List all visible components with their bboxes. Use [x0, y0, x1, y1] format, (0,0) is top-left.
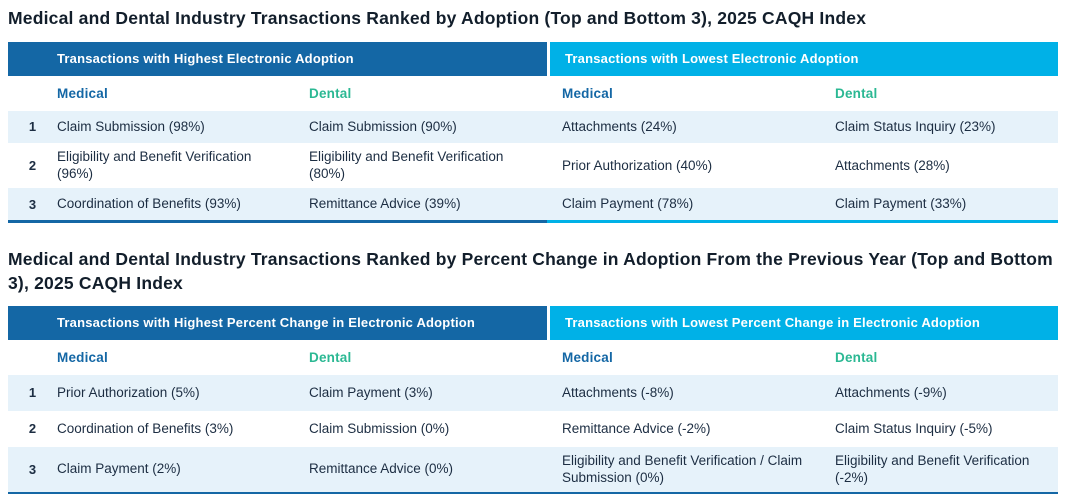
column-header-dental: Dental	[835, 85, 878, 101]
group-header-suffix: Electronic Adoption	[728, 51, 859, 67]
data-cell: Claim Payment (3%)	[309, 384, 433, 400]
table-row: 3 Coordination of Benefits (93%) Remitta…	[8, 188, 1058, 221]
data-cell: Coordination of Benefits (3%)	[57, 420, 234, 436]
data-cell: Prior Authorization (40%)	[562, 157, 713, 173]
group-header-suffix: Electronic Adoption	[223, 51, 354, 67]
table-bottom-border	[8, 492, 1058, 494]
column-header-row: Medical Dental Medical Dental	[8, 339, 1058, 375]
bottom-border-right-segment	[547, 220, 1058, 224]
column-header-medical: Medical	[57, 349, 108, 365]
data-cell: Claim Status Inquiry (23%)	[835, 118, 996, 134]
rank-cell: 1	[28, 384, 37, 400]
group-header-emphasis: Highest	[174, 51, 224, 67]
adoption-table-title: Medical and Dental Industry Transactions…	[8, 8, 867, 28]
group-header-row: Transactions with Highest Electronic Ado…	[8, 41, 1058, 76]
lowest-adoption-group-header: Transactions with Lowest Electronic Adop…	[550, 41, 1058, 76]
rank-cell: 2	[28, 157, 37, 173]
table-bottom-border	[8, 220, 1058, 224]
group-header-row: Transactions with Highest Percent Change…	[8, 305, 1058, 340]
data-cell: Remittance Advice (-2%)	[562, 420, 711, 436]
highest-adoption-group-header: Transactions with Highest Electronic Ado…	[8, 41, 547, 76]
group-header-prefix: Transactions with	[565, 315, 683, 330]
highest-change-group-header: Transactions with Highest Percent Change…	[8, 305, 547, 340]
data-cell: Claim Payment (2%)	[57, 461, 181, 477]
rank-cell: 3	[28, 196, 37, 212]
data-cell: Prior Authorization (5%)	[57, 384, 200, 400]
table-row: 2 Eligibility and Benefit Verification (…	[8, 143, 1058, 189]
table-row: 1 Prior Authorization (5%) Claim Payment…	[8, 374, 1058, 411]
data-cell: Coordination of Benefits (93%)	[57, 196, 241, 212]
data-cell: Eligibility and Benefit Verification (80…	[309, 148, 504, 182]
bottom-border-left-segment	[8, 492, 547, 494]
column-header-medical: Medical	[57, 85, 108, 101]
percent-change-table: Transactions with Highest Percent Change…	[8, 305, 1058, 494]
data-cell: Claim Submission (0%)	[309, 420, 450, 436]
rank-cell: 3	[28, 461, 37, 477]
bottom-border-right-segment	[547, 492, 1058, 494]
data-cell: Remittance Advice (0%)	[309, 461, 454, 477]
data-cell: Attachments (-8%)	[562, 384, 674, 400]
data-cell: Claim Submission (90%)	[309, 118, 457, 134]
column-header-dental: Dental	[309, 349, 352, 365]
adoption-table-section: Medical and Dental Industry Transactions…	[0, 0, 1065, 224]
data-cell: Eligibility and Benefit Verification / C…	[562, 452, 803, 486]
data-cell: Eligibility and Benefit Verification (96…	[57, 148, 252, 182]
data-cell: Claim Payment (33%)	[835, 196, 967, 212]
data-cell: Attachments (-9%)	[835, 384, 947, 400]
data-cell: Remittance Advice (39%)	[309, 196, 461, 212]
rank-cell: 2	[28, 420, 37, 436]
column-header-medical: Medical	[562, 85, 613, 101]
bottom-border-left-segment	[8, 220, 547, 224]
percent-change-table-section: Medical and Dental Industry Transactions…	[0, 223, 1065, 494]
adoption-table: Transactions with Highest Electronic Ado…	[8, 41, 1058, 224]
group-header-suffix: Percent Change in Electronic Adoption	[223, 315, 476, 330]
group-header-suffix: Percent Change in Electronic Adoption	[728, 315, 980, 330]
data-cell: Eligibility and Benefit Verification (-2…	[835, 452, 1030, 486]
column-header-dental: Dental	[835, 349, 878, 365]
column-header-medical: Medical	[562, 349, 613, 365]
column-header-row: Medical Dental Medical Dental	[8, 75, 1058, 111]
percent-change-table-title: Medical and Dental Industry Transactions…	[8, 249, 1053, 293]
data-cell: Claim Submission (98%)	[57, 118, 205, 134]
group-header-emphasis: Highest	[174, 315, 224, 330]
lowest-change-group-header: Transactions with Lowest Percent Change …	[550, 305, 1058, 340]
group-header-emphasis: Lowest	[682, 315, 728, 330]
rank-cell: 1	[28, 119, 37, 135]
group-header-prefix: Transactions with	[565, 51, 683, 67]
column-header-dental: Dental	[309, 85, 352, 101]
table-row: 1 Claim Submission (98%) Claim Submissio…	[8, 110, 1058, 143]
table-row: 2 Coordination of Benefits (3%) Claim Su…	[8, 411, 1058, 447]
data-cell: Claim Status Inquiry (-5%)	[835, 420, 993, 436]
table-row: 3 Claim Payment (2%) Remittance Advice (…	[8, 446, 1058, 493]
data-cell: Claim Payment (78%)	[562, 196, 694, 212]
data-cell: Attachments (28%)	[835, 157, 950, 173]
group-header-emphasis: Lowest	[682, 51, 728, 67]
group-header-prefix: Transactions with	[57, 315, 175, 330]
data-cell: Attachments (24%)	[562, 118, 677, 134]
group-header-prefix: Transactions with	[57, 51, 175, 67]
